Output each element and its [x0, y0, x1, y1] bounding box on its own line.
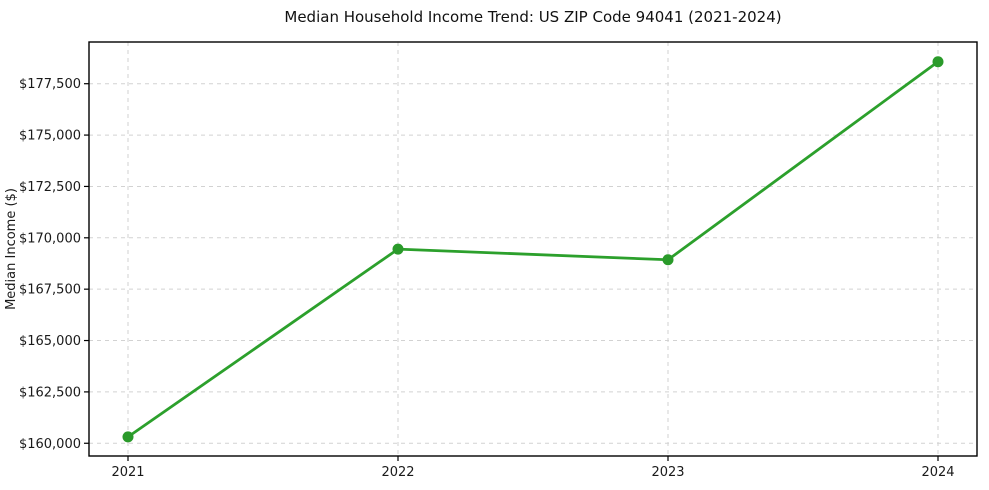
chart-title: Median Household Income Trend: US ZIP Co… [284, 8, 782, 26]
y-tick-label: $172,500 [19, 180, 81, 195]
trend-line [126, 60, 940, 439]
y-tick-label: $175,000 [19, 129, 81, 144]
y-tick-label: $165,000 [19, 334, 81, 349]
y-tick-label: $177,500 [19, 77, 81, 92]
x-tick-label: 2023 [651, 465, 684, 480]
plot-border [88, 41, 978, 457]
y-tick-label: $160,000 [19, 437, 81, 452]
x-tick-label: 2022 [381, 465, 414, 480]
y-tick-label: $167,500 [19, 283, 81, 298]
y-tick-label: $162,500 [19, 385, 81, 400]
y-axis-label: Median Income ($) [4, 188, 19, 310]
x-tick-label: 2024 [921, 465, 954, 480]
x-tick-label: 2021 [111, 465, 144, 480]
y-tick-label: $170,000 [19, 231, 81, 246]
data-point-marker [662, 254, 674, 266]
data-point-marker [122, 431, 134, 443]
data-point-marker [932, 56, 944, 68]
data-point-marker [392, 243, 404, 255]
